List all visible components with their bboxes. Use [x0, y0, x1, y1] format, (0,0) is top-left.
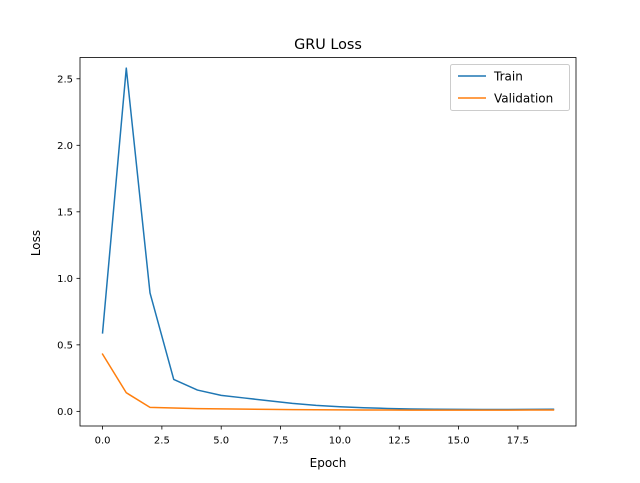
x-tick-label: 15.0 [447, 436, 469, 447]
y-axis-label: Loss [29, 230, 43, 256]
x-axis-label: Epoch [310, 456, 347, 470]
x-tick-label: 0.0 [95, 436, 111, 447]
x-tick-label: 5.0 [213, 436, 229, 447]
y-tick-label: 0.5 [57, 340, 73, 351]
x-tick-label: 12.5 [388, 436, 410, 447]
x-tick-label: 7.5 [273, 436, 289, 447]
chart-title: GRU Loss [294, 37, 362, 53]
x-tick-label: 10.0 [329, 436, 351, 447]
legend-label-train: Train [493, 70, 523, 84]
y-tick-label: 1.0 [57, 274, 73, 285]
y-tick-label: 1.5 [57, 207, 73, 218]
y-tick-label: 0.0 [57, 407, 73, 418]
legend: Train Validation [451, 65, 570, 111]
x-tick-label: 17.5 [507, 436, 529, 447]
legend-label-validation: Validation [494, 92, 553, 106]
x-tick-label: 2.5 [154, 436, 170, 447]
y-tick-label: 2.0 [57, 141, 73, 152]
y-tick-label: 2.5 [57, 74, 73, 85]
